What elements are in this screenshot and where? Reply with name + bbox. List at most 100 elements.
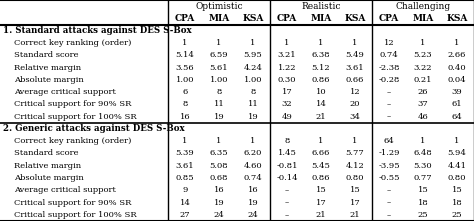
Text: 5.61: 5.61 bbox=[210, 63, 228, 72]
Text: 5.39: 5.39 bbox=[176, 149, 194, 158]
Text: 6: 6 bbox=[182, 88, 188, 96]
Text: -2.38: -2.38 bbox=[378, 63, 400, 72]
Text: 25: 25 bbox=[418, 211, 428, 219]
Text: 16: 16 bbox=[214, 186, 224, 194]
Text: –: – bbox=[387, 199, 391, 207]
Text: 19: 19 bbox=[214, 199, 224, 207]
Text: 3.61: 3.61 bbox=[176, 162, 194, 170]
Text: 1: 1 bbox=[250, 39, 255, 47]
Text: CPA: CPA bbox=[277, 14, 297, 23]
Text: 46: 46 bbox=[418, 113, 428, 121]
Text: 1. Standard attacks against DES S-Box: 1. Standard attacks against DES S-Box bbox=[3, 26, 191, 35]
Text: 0.40: 0.40 bbox=[447, 63, 466, 72]
Text: -3.95: -3.95 bbox=[378, 162, 400, 170]
Text: 3.56: 3.56 bbox=[176, 63, 194, 72]
Text: 1: 1 bbox=[352, 39, 358, 47]
Text: 8: 8 bbox=[284, 137, 290, 145]
Text: Absolute margin: Absolute margin bbox=[14, 76, 84, 84]
Text: Standard score: Standard score bbox=[14, 51, 79, 59]
Text: Relative margin: Relative margin bbox=[14, 63, 81, 72]
Text: 17: 17 bbox=[316, 199, 327, 207]
Text: Standard score: Standard score bbox=[14, 149, 79, 158]
Text: 0.21: 0.21 bbox=[414, 76, 432, 84]
Text: Average critical support: Average critical support bbox=[14, 186, 116, 194]
Text: 6.35: 6.35 bbox=[210, 149, 228, 158]
Text: MIA: MIA bbox=[412, 14, 434, 23]
Text: 37: 37 bbox=[418, 100, 428, 108]
Text: 1.00: 1.00 bbox=[244, 76, 262, 84]
Text: 0.80: 0.80 bbox=[448, 174, 466, 182]
Text: –: – bbox=[387, 186, 391, 194]
Text: 0.80: 0.80 bbox=[346, 174, 364, 182]
Text: 0.74: 0.74 bbox=[244, 174, 263, 182]
Text: Critical support for 90% SR: Critical support for 90% SR bbox=[14, 199, 131, 207]
Text: 1.00: 1.00 bbox=[210, 76, 228, 84]
Text: 6.59: 6.59 bbox=[210, 51, 228, 59]
Text: Correct key ranking (order): Correct key ranking (order) bbox=[14, 39, 131, 47]
Text: 1: 1 bbox=[216, 39, 222, 47]
Text: 11: 11 bbox=[214, 100, 224, 108]
Text: 5.08: 5.08 bbox=[210, 162, 228, 170]
Text: 5.30: 5.30 bbox=[414, 162, 432, 170]
Text: 5.94: 5.94 bbox=[447, 149, 466, 158]
Text: 15: 15 bbox=[316, 186, 327, 194]
Text: 1: 1 bbox=[319, 137, 324, 145]
Text: 1.00: 1.00 bbox=[176, 76, 194, 84]
Text: –: – bbox=[285, 186, 289, 194]
Text: 24: 24 bbox=[214, 211, 224, 219]
Text: 64: 64 bbox=[452, 113, 462, 121]
Text: -0.14: -0.14 bbox=[276, 174, 298, 182]
Text: 1: 1 bbox=[216, 137, 222, 145]
Text: –: – bbox=[387, 211, 391, 219]
Text: 2. Generic attacks against DES S-Box: 2. Generic attacks against DES S-Box bbox=[3, 124, 185, 133]
Text: 1: 1 bbox=[319, 39, 324, 47]
Text: 15: 15 bbox=[418, 186, 428, 194]
Text: 25: 25 bbox=[452, 211, 462, 219]
Text: 1.22: 1.22 bbox=[278, 63, 296, 72]
Text: 0.74: 0.74 bbox=[380, 51, 398, 59]
Text: Challenging: Challenging bbox=[395, 2, 451, 11]
Text: 49: 49 bbox=[282, 113, 292, 121]
Text: 19: 19 bbox=[247, 113, 258, 121]
Text: 0.68: 0.68 bbox=[210, 174, 228, 182]
Text: 0.66: 0.66 bbox=[346, 76, 364, 84]
Text: 18: 18 bbox=[452, 199, 462, 207]
Text: 21: 21 bbox=[316, 211, 326, 219]
Text: 8: 8 bbox=[250, 88, 255, 96]
Text: 5.95: 5.95 bbox=[244, 51, 263, 59]
Text: 1.45: 1.45 bbox=[278, 149, 296, 158]
Text: -1.29: -1.29 bbox=[378, 149, 400, 158]
Text: Relative margin: Relative margin bbox=[14, 162, 81, 170]
Text: 10: 10 bbox=[316, 88, 326, 96]
Text: 27: 27 bbox=[180, 211, 191, 219]
Text: Optimistic: Optimistic bbox=[195, 2, 243, 11]
Text: Critical support for 100% SR: Critical support for 100% SR bbox=[14, 211, 137, 219]
Text: 39: 39 bbox=[452, 88, 462, 96]
Text: 16: 16 bbox=[248, 186, 258, 194]
Text: 0.77: 0.77 bbox=[414, 174, 432, 182]
Text: –: – bbox=[285, 199, 289, 207]
Text: 17: 17 bbox=[350, 199, 360, 207]
Text: 0.04: 0.04 bbox=[447, 76, 466, 84]
Text: 1: 1 bbox=[454, 137, 460, 145]
Text: 20: 20 bbox=[350, 100, 360, 108]
Text: 0.86: 0.86 bbox=[312, 174, 330, 182]
Text: -0.28: -0.28 bbox=[378, 76, 400, 84]
Text: 21: 21 bbox=[350, 211, 360, 219]
Text: 8: 8 bbox=[182, 100, 188, 108]
Text: 0.86: 0.86 bbox=[312, 76, 330, 84]
Text: Correct key ranking (order): Correct key ranking (order) bbox=[14, 137, 131, 145]
Text: 4.60: 4.60 bbox=[244, 162, 262, 170]
Text: 5.77: 5.77 bbox=[346, 149, 365, 158]
Text: 3.61: 3.61 bbox=[346, 63, 365, 72]
Text: -0.55: -0.55 bbox=[378, 174, 400, 182]
Text: 9: 9 bbox=[182, 186, 188, 194]
Text: MIA: MIA bbox=[209, 14, 229, 23]
Text: CPA: CPA bbox=[379, 14, 399, 23]
Text: 6.20: 6.20 bbox=[244, 149, 262, 158]
Text: 1: 1 bbox=[420, 39, 426, 47]
Text: 4.24: 4.24 bbox=[244, 63, 263, 72]
Text: 5.12: 5.12 bbox=[312, 63, 330, 72]
Text: 3.21: 3.21 bbox=[278, 51, 296, 59]
Text: Realistic: Realistic bbox=[301, 2, 341, 11]
